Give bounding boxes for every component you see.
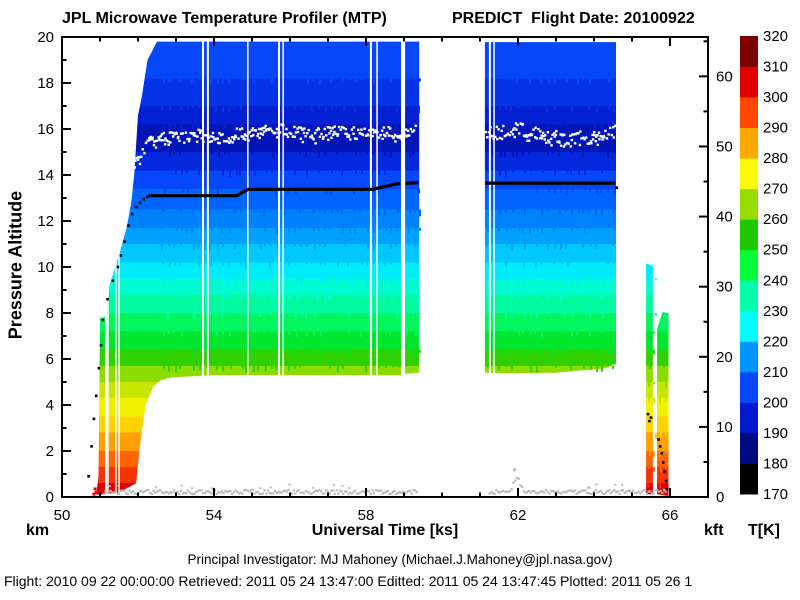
x-tick-label: 66 <box>662 507 679 524</box>
y-tick-label-kft: 50 <box>716 138 733 155</box>
colorbar-tick-label: 250 <box>763 242 788 259</box>
x-tick-label: 62 <box>510 507 527 524</box>
y-axis-unit-km: km <box>26 522 50 539</box>
x-tick-label: 58 <box>358 507 375 524</box>
colorbar-tick-label: 230 <box>763 303 788 320</box>
y-tick-label-kft: 30 <box>716 279 733 296</box>
axes-frame <box>61 36 709 498</box>
colorbar-tick-label: 320 <box>763 28 788 45</box>
colorbar-tick-label: 210 <box>763 364 788 381</box>
plot-title: JPL Microwave Temperature Profiler (MTP) <box>62 10 387 27</box>
descent-strip-1 <box>646 263 653 495</box>
y-tick-label-km: 14 <box>37 167 54 184</box>
colorbar-tick-label: 220 <box>763 333 788 350</box>
colorbar-tick-label: 290 <box>763 120 788 137</box>
colorbar-tick-label: 200 <box>763 394 788 411</box>
descent-strip-2 <box>657 311 669 496</box>
ground-marks <box>92 487 668 496</box>
flight-times-line: Flight: 2010 09 22 00:00:00 Retrieved: 2… <box>4 573 693 589</box>
y-tick-label-km: 16 <box>37 121 54 138</box>
y-tick-label-kft: 10 <box>716 419 733 436</box>
y-tick-label-km: 10 <box>37 259 54 276</box>
colorbar-tick-label: 260 <box>763 211 788 228</box>
y-tick-label-km: 12 <box>37 213 54 230</box>
y-tick-label-kft: 20 <box>716 349 733 366</box>
surface-trace <box>102 468 667 496</box>
tropopause-trace <box>96 122 617 223</box>
y-tick-label-km: 4 <box>46 397 54 414</box>
colorbar-tick-label: 170 <box>763 486 788 503</box>
y-tick-label-km: 0 <box>46 489 54 506</box>
y-axis-label: Pressure Altitude <box>5 190 26 340</box>
x-tick-label: 54 <box>206 507 223 524</box>
colorbar-label: T[K] <box>748 522 780 539</box>
y-tick-label-kft: 40 <box>716 209 733 226</box>
cruise-tail-strip <box>405 41 420 374</box>
second-cruise-block <box>484 42 616 374</box>
flight-altitude-track <box>87 181 669 491</box>
colorbar-tick-label: 240 <box>763 272 788 289</box>
y-axis-unit-kft: kft <box>704 522 724 539</box>
colorbar: 170 180 190 200 210 220 230 240 250 260 270 280 290 3… <box>740 28 788 503</box>
heatmap-segments <box>96 41 669 496</box>
y-tick-label-km: 20 <box>37 29 54 46</box>
x-axis-label: Universal Time [ks] <box>311 522 459 539</box>
y-tick-label-km: 2 <box>46 443 54 460</box>
flight-date-title: PREDICT Flight Date: 20100922 <box>452 10 695 27</box>
y-tick-label-km: 8 <box>46 305 54 322</box>
y-tick-label-kft: 0 <box>716 489 724 506</box>
colorbar-tick-label: 190 <box>763 425 788 442</box>
y-tick-label-kft: 60 <box>716 68 733 85</box>
y-tick-label-km: 18 <box>37 75 54 92</box>
y-tick-label-km: 6 <box>46 351 54 368</box>
colorbar-tick-label: 300 <box>763 89 788 106</box>
colorbar-tick-label: 180 <box>763 456 788 473</box>
x-tick-label: 50 <box>54 507 71 524</box>
principal-investigator-line: Principal Investigator: MJ Mahoney (Mich… <box>187 552 613 567</box>
colorbar-tick-label: 310 <box>763 59 788 76</box>
colorbar-tick-label: 280 <box>763 150 788 167</box>
tick-labels: 50 54 58 62 66 0 2 4 6 8 10 12 14 16 18 20 0 10 20 30 40 50 60 <box>37 29 732 524</box>
band-noise <box>161 78 668 488</box>
colorbar-tick-label: 270 <box>763 181 788 198</box>
